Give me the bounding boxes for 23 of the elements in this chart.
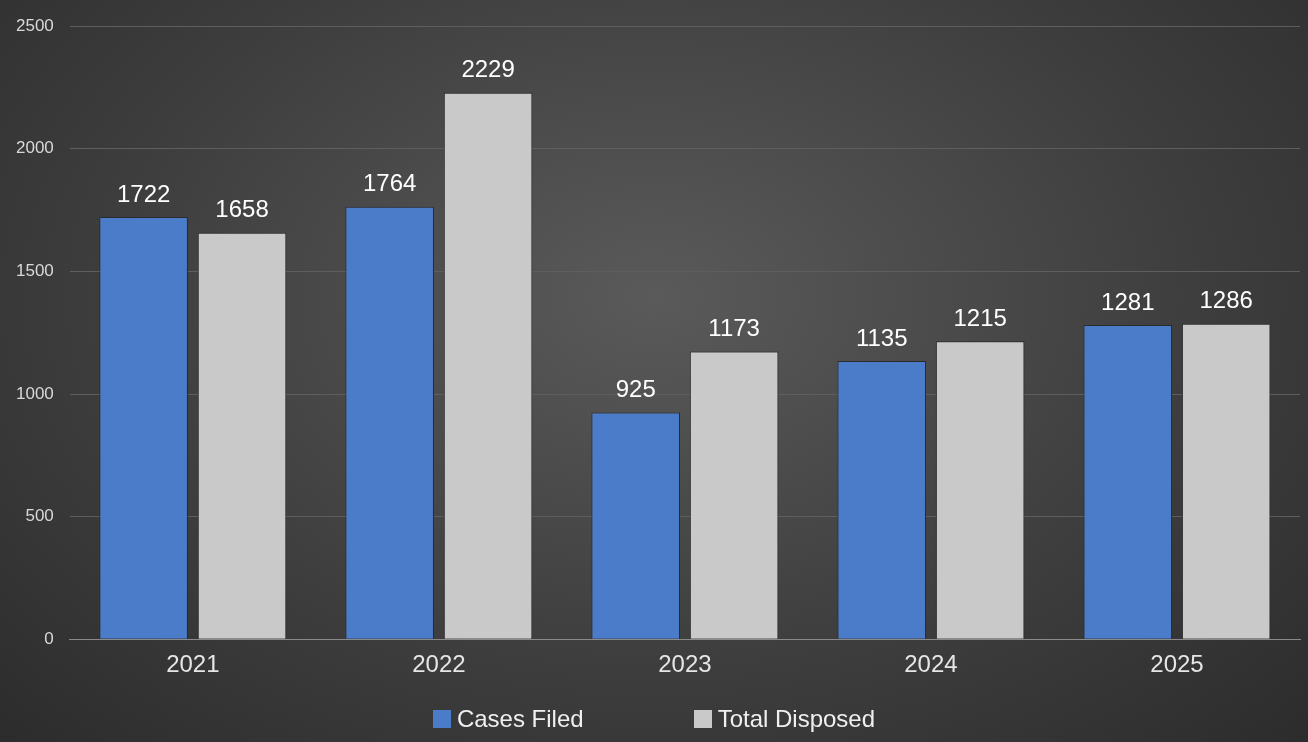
y-tick-label: 2000: [15, 138, 54, 158]
y-tick-label: 2500: [15, 15, 54, 35]
y-tick-label: 500: [25, 506, 54, 526]
data-label: 1135: [855, 323, 908, 351]
data-label: 2229: [461, 55, 515, 83]
data-label: 925: [615, 375, 656, 403]
data-label: 1281: [1101, 287, 1155, 315]
x-tick-label: 2024: [904, 650, 958, 678]
data-label: 1764: [362, 169, 417, 197]
y-tick-label: 1000: [15, 383, 54, 403]
x-tick-label: 2023: [658, 650, 712, 678]
data-label: 1658: [215, 195, 269, 223]
y-tick-label: 1500: [15, 261, 54, 281]
y-tick-label: 0: [44, 628, 54, 648]
data-label: 1286: [1199, 286, 1253, 314]
data-label: 1215: [953, 303, 1007, 331]
x-tick-label: 2021: [166, 650, 220, 678]
x-tick-label: 2022: [412, 650, 466, 678]
legend-label: Cases Filed: [456, 705, 584, 733]
x-tick-label: 2025: [1150, 650, 1204, 678]
data-label: 1722: [116, 179, 171, 207]
legend-label: Total Disposed: [717, 705, 876, 733]
data-label: 1173: [708, 314, 760, 342]
